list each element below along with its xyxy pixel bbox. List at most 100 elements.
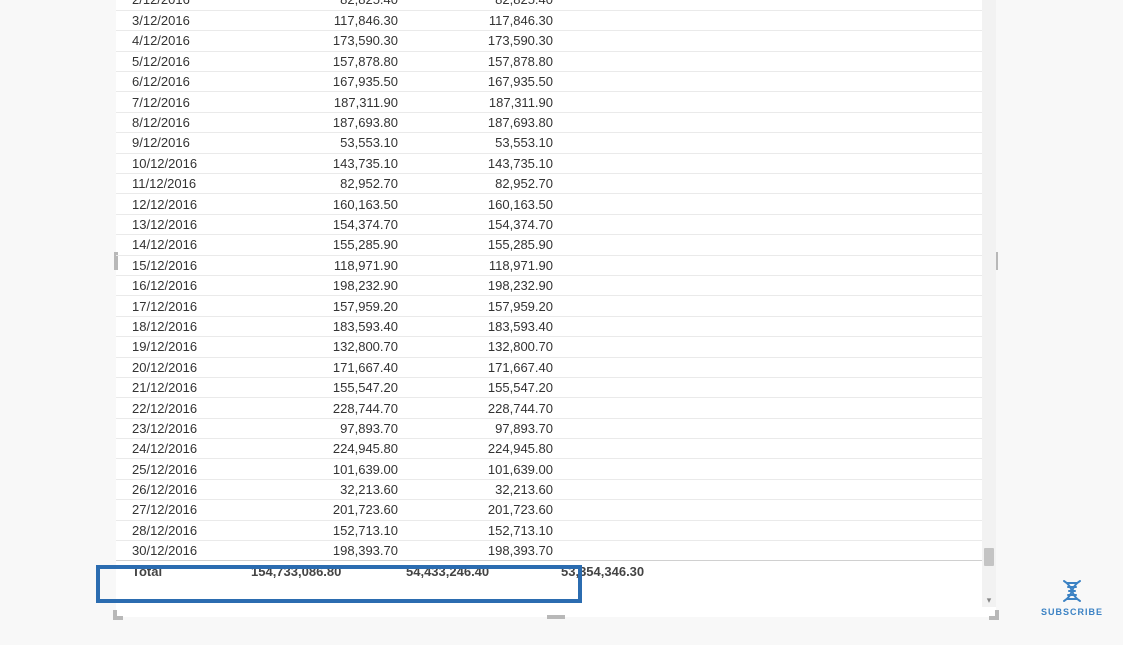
- cell-padding: [561, 235, 982, 255]
- cell-date: 28/12/2016: [116, 520, 251, 540]
- total-value-1: 154,733,086.80: [251, 561, 406, 581]
- table-row[interactable]: 21/12/2016155,547.20155,547.20: [116, 377, 982, 397]
- table-row[interactable]: 30/12/2016198,393.70198,393.70: [116, 541, 982, 561]
- table-row[interactable]: 17/12/2016157,959.20157,959.20: [116, 296, 982, 316]
- table-row[interactable]: 16/12/2016198,232.90198,232.90: [116, 275, 982, 295]
- subscribe-badge[interactable]: SUBSCRIBE: [1041, 577, 1103, 617]
- cell-date: 15/12/2016: [116, 255, 251, 275]
- table-row[interactable]: 25/12/2016101,639.00101,639.00: [116, 459, 982, 479]
- table-row[interactable]: 6/12/2016167,935.50167,935.50: [116, 72, 982, 92]
- cell-value-2: 167,935.50: [406, 72, 561, 92]
- table-row[interactable]: 18/12/2016183,593.40183,593.40: [116, 316, 982, 336]
- cell-value-1: 118,971.90: [251, 255, 406, 275]
- cell-padding: [561, 500, 982, 520]
- cell-value-2: 157,878.80: [406, 51, 561, 71]
- cell-date: 16/12/2016: [116, 275, 251, 295]
- table-row[interactable]: 14/12/2016155,285.90155,285.90: [116, 235, 982, 255]
- cell-value-2: 132,800.70: [406, 337, 561, 357]
- cell-padding: [561, 214, 982, 234]
- table-row[interactable]: 9/12/201653,553.1053,553.10: [116, 133, 982, 153]
- table-row[interactable]: 19/12/2016132,800.70132,800.70: [116, 337, 982, 357]
- cell-value-1: 167,935.50: [251, 72, 406, 92]
- cell-value-1: 173,590.30: [251, 31, 406, 51]
- table-row[interactable]: 3/12/2016117,846.30117,846.30: [116, 10, 982, 30]
- cell-date: 30/12/2016: [116, 541, 251, 561]
- cell-date: 26/12/2016: [116, 479, 251, 499]
- table-row[interactable]: 11/12/201682,952.7082,952.70: [116, 174, 982, 194]
- table-row[interactable]: 12/12/2016160,163.50160,163.50: [116, 194, 982, 214]
- cell-date: 3/12/2016: [116, 10, 251, 30]
- table-row[interactable]: 28/12/2016152,713.10152,713.10: [116, 520, 982, 540]
- cell-date: 20/12/2016: [116, 357, 251, 377]
- table-row[interactable]: 27/12/2016201,723.60201,723.60: [116, 500, 982, 520]
- cell-padding: [561, 541, 982, 561]
- cell-date: 5/12/2016: [116, 51, 251, 71]
- table-row[interactable]: 7/12/2016187,311.90187,311.90: [116, 92, 982, 112]
- cell-value-2: 173,590.30: [406, 31, 561, 51]
- cell-padding: [561, 337, 982, 357]
- cell-date: 7/12/2016: [116, 92, 251, 112]
- table-row[interactable]: 8/12/2016187,693.80187,693.80: [116, 112, 982, 132]
- cell-date: 18/12/2016: [116, 316, 251, 336]
- cell-value-1: 101,639.00: [251, 459, 406, 479]
- cell-date: 9/12/2016: [116, 133, 251, 153]
- cell-value-1: 53,553.10: [251, 133, 406, 153]
- cell-value-2: 117,846.30: [406, 10, 561, 30]
- cell-value-1: 154,374.70: [251, 214, 406, 234]
- table-row[interactable]: 23/12/201697,893.7097,893.70: [116, 418, 982, 438]
- cell-date: 8/12/2016: [116, 112, 251, 132]
- cell-value-1: 157,878.80: [251, 51, 406, 71]
- cell-padding: [561, 316, 982, 336]
- cell-date: 4/12/2016: [116, 31, 251, 51]
- table-row[interactable]: 5/12/2016157,878.80157,878.80: [116, 51, 982, 71]
- table-row[interactable]: 22/12/2016228,744.70228,744.70: [116, 398, 982, 418]
- cell-value-2: 97,893.70: [406, 418, 561, 438]
- cell-padding: [561, 479, 982, 499]
- cell-value-1: 155,547.20: [251, 377, 406, 397]
- table-row[interactable]: 20/12/2016171,667.40171,667.40: [116, 357, 982, 377]
- table-row[interactable]: 4/12/2016173,590.30173,590.30: [116, 31, 982, 51]
- scrollbar-thumb[interactable]: [984, 548, 994, 566]
- table-total-row: Total 154,733,086.80 54,433,246.40 53,35…: [116, 561, 982, 581]
- cell-padding: [561, 10, 982, 30]
- cell-date: 12/12/2016: [116, 194, 251, 214]
- cell-value-1: 228,744.70: [251, 398, 406, 418]
- cell-padding: [561, 459, 982, 479]
- cell-value-2: 171,667.40: [406, 357, 561, 377]
- report-visual-frame[interactable]: 2/12/201682,825.4082,825.403/12/2016 117,…: [116, 0, 996, 617]
- cell-date: 2/12/2016: [116, 0, 251, 10]
- cell-value-1: 82,952.70: [251, 174, 406, 194]
- cell-value-2: 143,735.10: [406, 153, 561, 173]
- cell-date: 6/12/2016: [116, 72, 251, 92]
- cell-value-1: 201,723.60: [251, 500, 406, 520]
- table-row[interactable]: 26/12/201632,213.6032,213.60: [116, 479, 982, 499]
- table-row[interactable]: 13/12/2016154,374.70154,374.70: [116, 214, 982, 234]
- data-table: 2/12/201682,825.4082,825.403/12/2016 117,…: [116, 0, 982, 581]
- dna-icon: [1041, 577, 1103, 605]
- scroll-down-arrow[interactable]: ▾: [982, 593, 996, 607]
- cell-value-2: 118,971.90: [406, 255, 561, 275]
- cell-padding: [561, 112, 982, 132]
- cell-value-2: 155,547.20: [406, 377, 561, 397]
- table-row[interactable]: 10/12/2016143,735.10143,735.10: [116, 153, 982, 173]
- cell-value-1: 198,393.70: [251, 541, 406, 561]
- cell-date: 25/12/2016: [116, 459, 251, 479]
- cell-padding: [561, 439, 982, 459]
- cell-value-1: 224,945.80: [251, 439, 406, 459]
- cell-padding: [561, 92, 982, 112]
- cell-date: 23/12/2016: [116, 418, 251, 438]
- cell-padding: [561, 377, 982, 397]
- cell-value-2: 183,593.40: [406, 316, 561, 336]
- table-row[interactable]: 15/12/2016118,971.90118,971.90: [116, 255, 982, 275]
- cell-padding: [561, 51, 982, 71]
- cell-date: 27/12/2016: [116, 500, 251, 520]
- cell-value-1: 187,311.90: [251, 92, 406, 112]
- cell-date: 19/12/2016: [116, 337, 251, 357]
- vertical-scrollbar[interactable]: ▾: [982, 0, 996, 607]
- table-row[interactable]: 24/12/2016224,945.80224,945.80: [116, 439, 982, 459]
- table-row[interactable]: 2/12/201682,825.4082,825.40: [116, 0, 982, 10]
- cell-padding: [561, 31, 982, 51]
- cell-value-1: 183,593.40: [251, 316, 406, 336]
- cell-value-2: 155,285.90: [406, 235, 561, 255]
- cell-date: 24/12/2016: [116, 439, 251, 459]
